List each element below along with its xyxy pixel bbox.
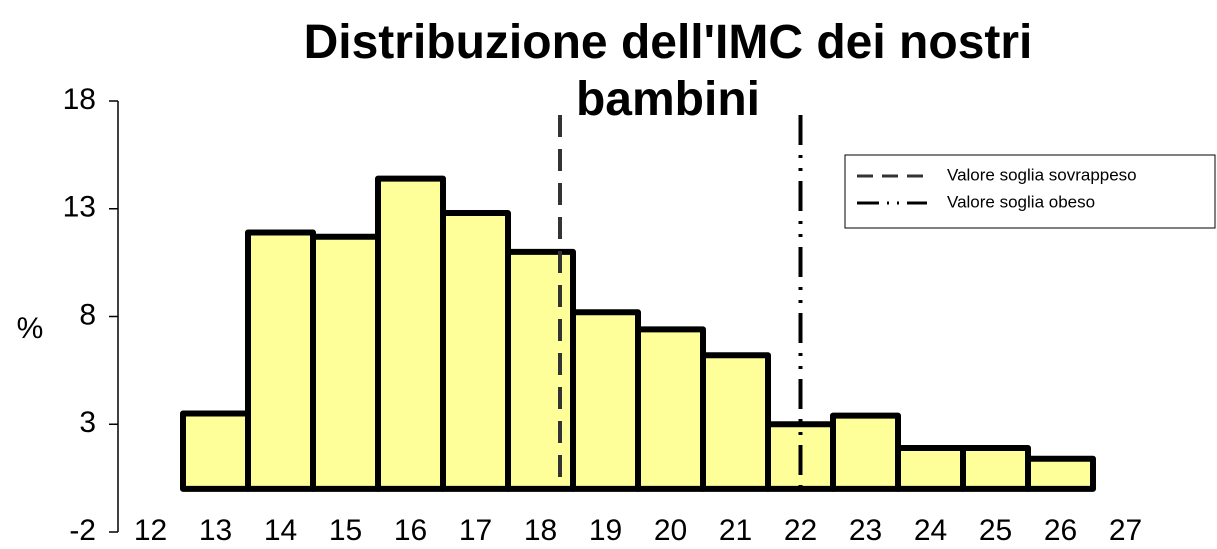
bar [245, 229, 316, 492]
x-tick-label: 22 [784, 514, 817, 547]
y-tick-label: 3 [79, 406, 96, 439]
x-tick-label: 26 [1044, 514, 1077, 547]
bar [180, 410, 251, 492]
y-axis-label: % [17, 312, 44, 345]
legend-label: Valore soglia obeso [947, 192, 1095, 211]
bar [960, 444, 1031, 492]
x-tick-label: 12 [134, 514, 167, 547]
x-tick-label: 21 [719, 514, 752, 547]
bar [700, 352, 771, 492]
bar [375, 175, 446, 492]
x-tick-label: 13 [199, 514, 232, 547]
x-tick-label: 17 [459, 514, 492, 547]
x-tick-label: 20 [654, 514, 687, 547]
x-tick-label: 19 [589, 514, 622, 547]
bar [830, 412, 901, 492]
legend-box [844, 154, 1216, 229]
x-tick-label: 14 [264, 514, 297, 547]
y-tick-label: 13 [63, 191, 96, 224]
bar [765, 421, 836, 492]
x-tick-label: 24 [914, 514, 947, 547]
bar [570, 309, 641, 492]
x-tick-label: 15 [329, 514, 362, 547]
x-tick-label: 25 [979, 514, 1012, 547]
bar [895, 444, 966, 492]
x-tick-label: 16 [394, 514, 427, 547]
legend-label: Valore soglia sovrappeso [947, 165, 1137, 184]
x-tick-label: 18 [524, 514, 557, 547]
bar [440, 210, 511, 492]
y-tick-label: 8 [79, 298, 96, 331]
x-tick-label: 23 [849, 514, 882, 547]
bar [1025, 455, 1096, 492]
bar [310, 233, 381, 492]
x-tick-label: 27 [1109, 514, 1142, 547]
bar [505, 248, 576, 492]
chart-title: Distribuzione dell'IMC dei nostri bambini [304, 16, 1033, 126]
y-tick-label: -2 [69, 514, 96, 547]
y-tick-label: 18 [63, 83, 96, 116]
bar [635, 326, 706, 492]
